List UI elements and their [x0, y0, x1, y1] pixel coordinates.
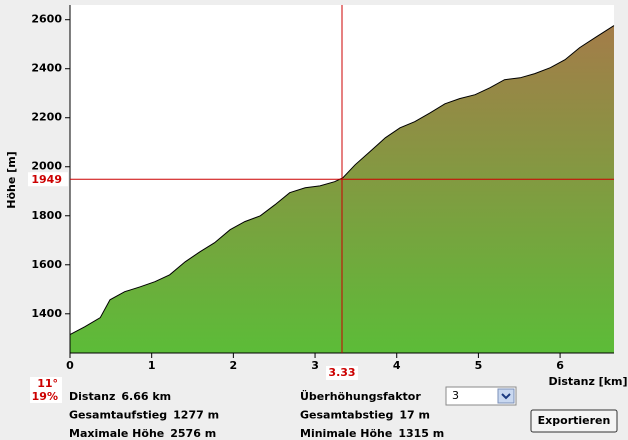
stat-label: Minimale Höhe: [300, 427, 392, 440]
y-tick-label: 2400: [31, 62, 62, 75]
stat-label: Gesamtabstieg: [300, 409, 393, 422]
stat-value: 2576 m: [170, 427, 216, 440]
x-tick-label: 2: [230, 359, 238, 372]
x-tick-label: 5: [475, 359, 483, 372]
export-label: Exportieren: [538, 414, 611, 427]
stat-label: Maximale Höhe: [69, 427, 164, 440]
x-tick-label: 4: [393, 359, 401, 372]
y-axis-label: Höhe [m]: [5, 151, 18, 208]
factor-label: Überhöhungsfaktor: [300, 389, 421, 403]
stat-value: 17 m: [399, 409, 430, 422]
stat-label: Distanz: [69, 390, 115, 403]
stat-value: 6.66 km: [121, 390, 171, 403]
y-tick-label: 2000: [31, 160, 62, 173]
stat: Distanz 6.66 km: [69, 390, 171, 403]
stat-value: 1315 m: [398, 427, 444, 440]
factor-value: 3: [452, 389, 459, 402]
stat-value: 1277 m: [173, 409, 219, 422]
cursor-x-box: [326, 366, 358, 380]
slope-percent: 19%: [32, 390, 58, 403]
cursor-y-label: 1949: [31, 173, 62, 186]
stat: Gesamtaufstieg 1277 m: [69, 409, 219, 422]
stat: Maximale Höhe 2576 m: [69, 427, 216, 440]
x-tick-label: 6: [556, 359, 564, 372]
y-tick-label: 2200: [31, 111, 62, 124]
y-tick-label: 1400: [31, 307, 62, 320]
cursor-y-box: [28, 172, 68, 187]
select-arrow[interactable]: [497, 388, 515, 404]
arrow-icon: [501, 393, 511, 400]
x-tick-label: 1: [148, 359, 156, 372]
y-tick-label: 1800: [31, 209, 62, 222]
stat-label: Gesamtaufstieg: [69, 409, 167, 422]
stat: Minimale Höhe 1315 m: [300, 427, 444, 440]
y-tick-label: 2600: [31, 13, 62, 26]
stat: Gesamtabstieg 17 m: [300, 409, 430, 422]
profile-line: [69, 25, 615, 336]
x-tick-label: 0: [66, 359, 74, 372]
export-button[interactable]: [530, 409, 618, 433]
x-axis-label: Distanz [km]: [548, 375, 627, 388]
x-tick-label: 3: [311, 359, 319, 372]
slope-box: [30, 377, 62, 403]
cursor-x-label: 3.33: [328, 366, 355, 379]
y-tick-label: 1600: [31, 258, 62, 271]
slope-degrees: 11°: [37, 377, 58, 390]
